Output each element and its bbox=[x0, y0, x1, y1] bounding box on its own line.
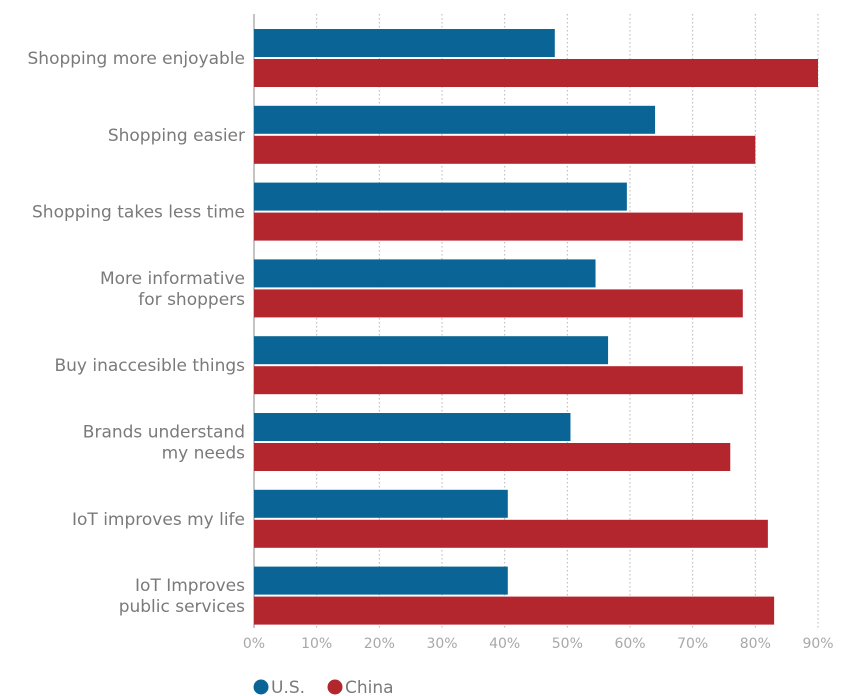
bar-china bbox=[254, 135, 756, 164]
bar-china bbox=[254, 596, 775, 625]
x-tick-label: 60% bbox=[614, 636, 645, 652]
bar-us bbox=[254, 105, 656, 134]
x-tick-label: 50% bbox=[552, 636, 583, 652]
category-label: Shopping takes less time bbox=[32, 203, 245, 223]
category-label: IoT improves my life bbox=[72, 510, 245, 530]
x-axis-tick-labels: 0% 10% 20% 30% 40% 50% 60% 70% 80% 90% bbox=[243, 636, 834, 652]
bar-china bbox=[254, 366, 743, 395]
bar-china bbox=[254, 519, 768, 548]
category-label: for shoppers bbox=[138, 290, 245, 310]
bar-china bbox=[254, 443, 731, 471]
legend: U.S. China bbox=[253, 678, 394, 696]
bar-us bbox=[254, 29, 555, 57]
category-label: IoT Improves bbox=[135, 576, 245, 596]
bar-us bbox=[254, 336, 609, 365]
category-label: Shopping more enjoyable bbox=[28, 49, 246, 69]
category-label: public services bbox=[119, 597, 245, 617]
legend-label: U.S. bbox=[271, 678, 305, 696]
category-label: Buy inaccesible things bbox=[54, 356, 245, 376]
legend-swatch bbox=[253, 679, 269, 695]
x-tick-label: 30% bbox=[426, 636, 457, 652]
bars bbox=[254, 29, 818, 625]
x-tick-label: 40% bbox=[489, 636, 520, 652]
bar-china bbox=[254, 289, 743, 318]
bar-china bbox=[254, 59, 818, 87]
bar-us bbox=[254, 259, 596, 288]
bar-us bbox=[254, 182, 627, 211]
bar-us bbox=[254, 413, 571, 441]
category-label: More informative bbox=[100, 269, 245, 289]
legend-label: China bbox=[345, 678, 394, 696]
category-label: my needs bbox=[162, 444, 246, 464]
bar-us bbox=[254, 489, 508, 518]
x-tick-label: 20% bbox=[364, 636, 395, 652]
bar-us bbox=[254, 566, 508, 595]
x-tick-label: 80% bbox=[740, 636, 771, 652]
x-tick-label: 70% bbox=[677, 636, 708, 652]
category-labels: Shopping more enjoyable Shopping easier Sh… bbox=[28, 49, 246, 617]
x-tick-label: 90% bbox=[802, 636, 833, 652]
bar-china bbox=[254, 212, 743, 241]
x-tick-label: 10% bbox=[301, 636, 332, 652]
category-label: Brands understand bbox=[83, 423, 245, 443]
x-tick-label: 0% bbox=[243, 636, 265, 652]
legend-swatch bbox=[327, 679, 343, 695]
category-label: Shopping easier bbox=[108, 126, 245, 146]
